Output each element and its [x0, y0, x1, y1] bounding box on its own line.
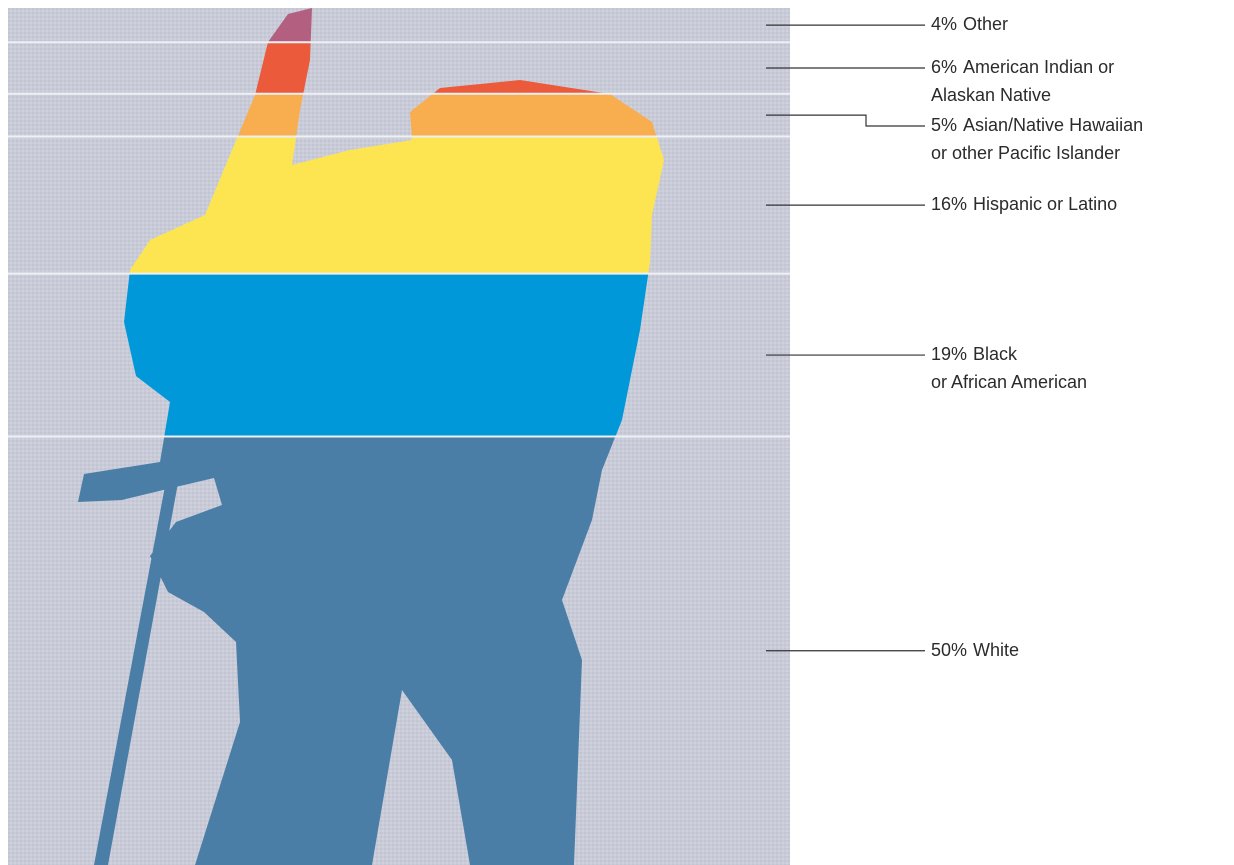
- band-label: 6% American Indian or Alaskan Native: [931, 57, 1114, 105]
- band-label: 50% White: [931, 640, 1019, 660]
- labels: 4% Other 6% American Indian or Alaskan Nativ…: [766, 14, 1143, 660]
- dividers: [8, 41, 790, 438]
- category-label: American Indian or: [963, 57, 1114, 77]
- band-label: 16% Hispanic or Latino: [931, 194, 1117, 214]
- category-label: or other Pacific Islander: [931, 143, 1120, 163]
- category-label: Asian/Native Hawaiian: [963, 115, 1143, 135]
- band-label: 19% Black or African American: [931, 344, 1087, 392]
- leader-line: [766, 114, 925, 127]
- value-label: 50%: [931, 640, 967, 660]
- category-label: Other: [963, 14, 1008, 34]
- value-label: 6%: [931, 57, 957, 77]
- value-label: 19%: [931, 344, 967, 364]
- category-label: or African American: [931, 372, 1087, 392]
- band-label: 5% Asian/Native Hawaiian or other Pacific …: [931, 115, 1143, 163]
- category-label: White: [973, 640, 1019, 660]
- category-label: Hispanic or Latino: [973, 194, 1117, 214]
- band: [78, 273, 664, 437]
- value-label: 16%: [931, 194, 967, 214]
- category-label: Black: [973, 344, 1018, 364]
- value-label: 4%: [931, 14, 957, 34]
- category-label: Alaskan Native: [931, 85, 1051, 105]
- value-label: 5%: [931, 115, 957, 135]
- band-label: 4% Other: [931, 14, 1008, 34]
